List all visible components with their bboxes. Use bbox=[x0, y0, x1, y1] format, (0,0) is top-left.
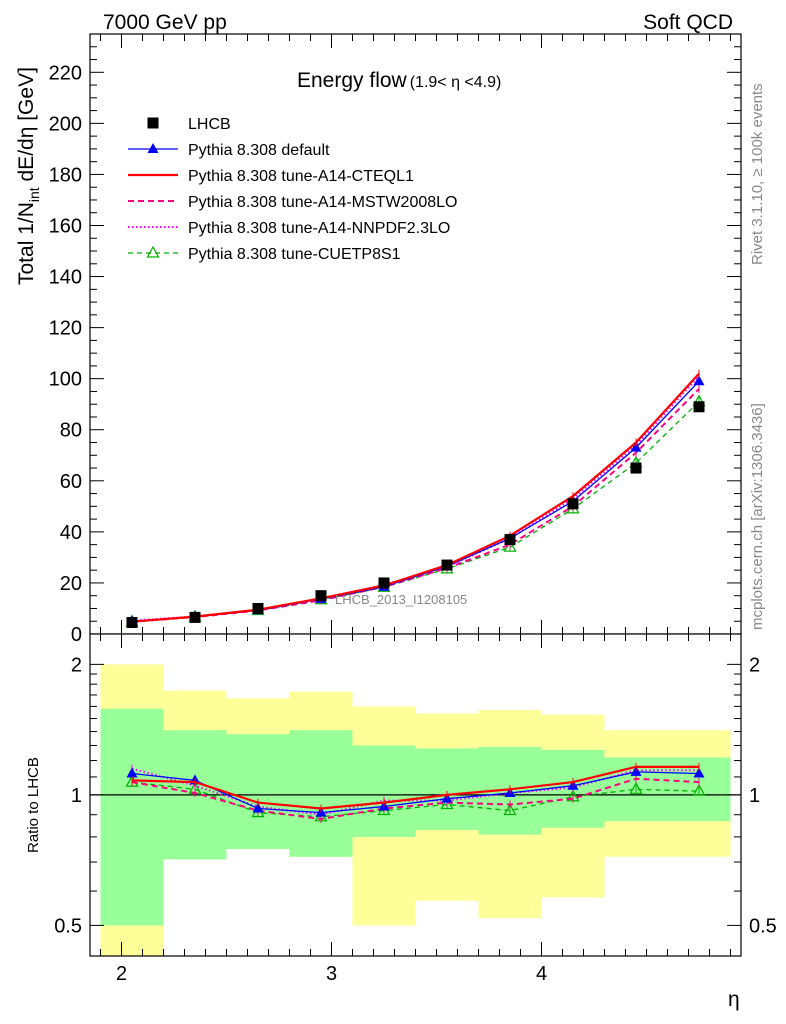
ratio-line-default bbox=[131, 771, 700, 814]
main-point-data bbox=[378, 577, 390, 589]
ratio-line-cuetp8s1 bbox=[131, 781, 700, 818]
plot-title: Energy flow (1.9< η <4.9) bbox=[297, 69, 501, 92]
main-point-default bbox=[693, 375, 705, 386]
ratio-line-cteql1 bbox=[131, 765, 699, 810]
legend-entry-default: Pythia 8.308 default bbox=[128, 142, 330, 159]
rivet-version-label: Rivet 3.1.10, ≥ 100k events bbox=[749, 83, 766, 265]
ratio-point-cuetp8s1 bbox=[503, 803, 517, 816]
legend-label-cuetp8s1: Pythia 8.308 tune-CUETP8S1 bbox=[188, 246, 401, 263]
main-y-tick-label: 0 bbox=[71, 624, 82, 646]
main-point-data bbox=[567, 498, 579, 510]
uncertainty-band-inner bbox=[415, 748, 479, 830]
legend-marker-data bbox=[147, 117, 159, 129]
main-point-data bbox=[315, 590, 327, 602]
ratio-point-default bbox=[693, 767, 705, 778]
main-y-tick-label: 220 bbox=[49, 62, 82, 84]
main-point-data bbox=[693, 401, 705, 413]
main-y-tick-label: 80 bbox=[60, 420, 82, 442]
main-y-tick-label: 160 bbox=[49, 215, 82, 237]
main-y-axis-title: Total 1/Nint dE/dη [GeV] bbox=[15, 67, 42, 285]
energy-label: 7000 GeV pp bbox=[103, 11, 227, 34]
legend-entry-cuetp8s1: Pythia 8.308 tune-CUETP8S1 bbox=[128, 245, 401, 263]
legend-label-nnpdf: Pythia 8.308 tune-A14-NNPDF2.3LO bbox=[188, 220, 450, 237]
legend-label-mstw: Pythia 8.308 tune-A14-MSTW2008LO bbox=[188, 194, 457, 211]
x-axis-title: η bbox=[728, 988, 740, 1011]
main-y-tick-label: 180 bbox=[49, 164, 82, 186]
main-plot-area bbox=[90, 34, 741, 634]
main-y-tick-label: 200 bbox=[49, 113, 82, 135]
main-point-data bbox=[126, 617, 138, 629]
ratio-y-tick-label: 0.5 bbox=[54, 915, 82, 937]
main-y-tick-label: 20 bbox=[60, 573, 82, 595]
x-tick-label: 2 bbox=[116, 963, 127, 985]
uncertainty-band-inner bbox=[352, 745, 416, 837]
main-line-nnpdf bbox=[131, 375, 700, 622]
ratio-y-tick-label: 1 bbox=[71, 785, 82, 807]
main-panel: 0 20 40 60 80 100 120 140 160 180 200 220 bbox=[49, 33, 742, 646]
legend-entry-mstw: Pythia 8.308 tune-A14-MSTW2008LO bbox=[128, 194, 457, 211]
analysis-watermark: LHCB_2013_I1208105 bbox=[335, 592, 467, 607]
main-y-tick-label: 60 bbox=[60, 471, 82, 493]
legend-entry-cteql1: Pythia 8.308 tune-A14-CTEQL1 bbox=[128, 168, 414, 185]
main-point-data bbox=[189, 611, 201, 623]
main-y-tick-label: 100 bbox=[49, 369, 82, 391]
legend-marker-cuetp8s1 bbox=[146, 245, 160, 258]
ratio-panel: 0.5 0.5 1 1 2 2 2 3 4 bbox=[54, 633, 777, 985]
x-tick-label: 3 bbox=[326, 963, 337, 985]
mcplots-reference-label: mcplots.cern.ch [arXiv:1306.3436] bbox=[749, 403, 766, 630]
ratio-point-default bbox=[126, 767, 138, 778]
ratio-point-cuetp8s1 bbox=[629, 782, 643, 794]
ratio-y-tick-label-right: 0.5 bbox=[749, 915, 777, 937]
legend-marker-default bbox=[147, 143, 159, 153]
legend-entry-nnpdf: Pythia 8.308 tune-A14-NNPDF2.3LO bbox=[128, 220, 450, 237]
main-point-data bbox=[504, 534, 516, 546]
ratio-y-axis-title: Ratio to LHCB bbox=[25, 757, 42, 853]
main-point-data bbox=[252, 602, 264, 614]
main-y-tick-label: 120 bbox=[49, 318, 82, 340]
legend-label-data: LHCB bbox=[188, 116, 231, 133]
ratio-y-tick-label-right: 2 bbox=[749, 654, 760, 676]
main-line-cteql1 bbox=[131, 372, 700, 623]
ratio-point-default bbox=[252, 802, 264, 813]
x-tick-label: 4 bbox=[536, 963, 547, 985]
main-point-default bbox=[630, 441, 642, 452]
ratio-point-cuetp8s1 bbox=[692, 783, 706, 796]
ratio-y-tick-label: 2 bbox=[71, 654, 82, 676]
legend: LHCB Pythia 8.308 default Pythia 8.308 tun… bbox=[128, 116, 457, 263]
uncertainty-band-inner bbox=[226, 734, 290, 850]
main-point-data bbox=[441, 559, 453, 571]
ratio-frame bbox=[89, 633, 742, 957]
process-label: Soft QCD bbox=[643, 11, 733, 34]
main-y-tick-label: 40 bbox=[60, 522, 82, 544]
legend-entry-data: LHCB bbox=[147, 116, 231, 133]
main-point-data bbox=[630, 462, 642, 474]
main-y-tick-label: 140 bbox=[49, 267, 82, 289]
legend-label-default: Pythia 8.308 default bbox=[188, 142, 330, 159]
uncertainty-band-inner bbox=[289, 730, 353, 857]
ratio-y-tick-label-right: 1 bbox=[749, 785, 760, 807]
legend-label-cteql1: Pythia 8.308 tune-A14-CTEQL1 bbox=[188, 168, 414, 185]
uncertainty-band-inner bbox=[100, 708, 164, 926]
